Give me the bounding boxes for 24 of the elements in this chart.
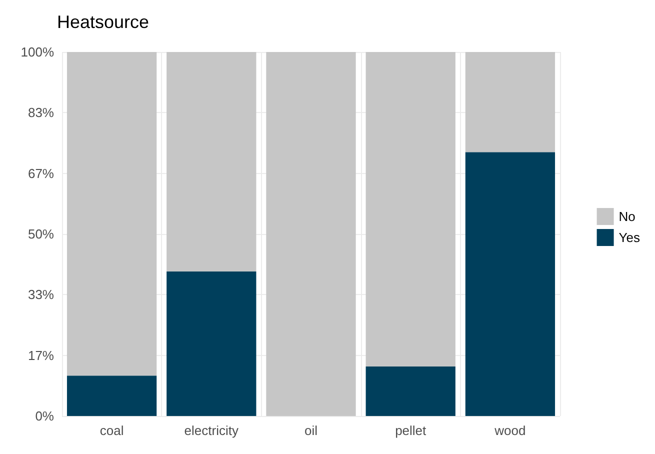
x-tick-label: electricity	[184, 423, 239, 438]
y-tick-label: 50%	[28, 226, 54, 242]
y-tick-label: 100%	[20, 44, 54, 60]
bar	[66, 376, 157, 416]
legend-label: No	[618, 209, 636, 224]
legend-label: Yes	[618, 230, 640, 245]
bar	[66, 52, 157, 376]
y-tick-label: 17%	[28, 348, 54, 363]
bar	[465, 52, 556, 152]
bar	[465, 152, 556, 416]
y-tick-label: 67%	[28, 166, 54, 181]
y-tick-label: 0%	[35, 408, 54, 424]
x-tick-label: coal	[100, 423, 124, 438]
y-tick-label: 33%	[28, 287, 54, 302]
x-tick-label: oil	[304, 423, 318, 438]
x-tick-label: wood	[494, 423, 526, 438]
y-tick-label: 83%	[28, 105, 54, 120]
bar	[166, 271, 256, 416]
bar	[166, 52, 256, 272]
bar	[366, 366, 456, 416]
bar	[366, 52, 456, 366]
x-tick-label: pellet	[395, 423, 427, 438]
bar	[266, 52, 356, 416]
chart-title: Heatsource	[57, 12, 150, 32]
